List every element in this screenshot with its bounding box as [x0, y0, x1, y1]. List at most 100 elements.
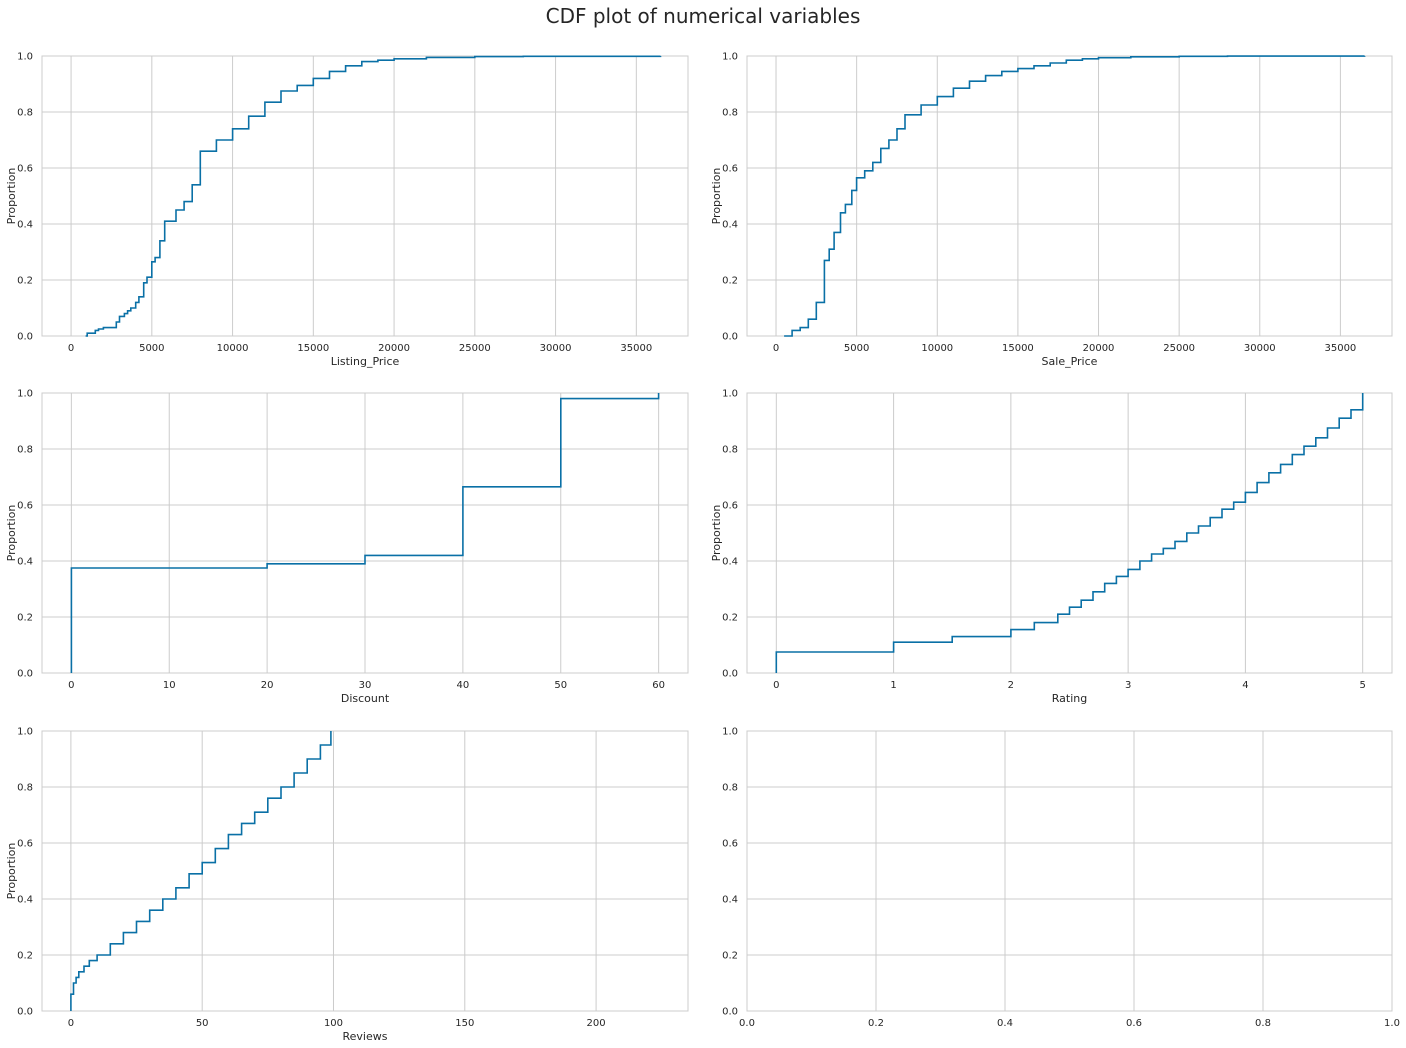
x-tick-label: 20 [261, 680, 274, 691]
y-axis-label: Proportion [5, 168, 18, 225]
y-axis-label: Proportion [5, 505, 18, 562]
y-tick-label: 1.0 [722, 727, 738, 738]
y-tick-label: 0.8 [722, 445, 738, 456]
y-tick-label: 1.0 [17, 727, 33, 738]
x-tick-label: 25000 [1163, 343, 1195, 354]
x-tick-label: 0 [68, 343, 74, 354]
x-tick-label: 15000 [1002, 343, 1034, 354]
x-tick-label: 20000 [378, 343, 410, 354]
x-tick-label: 10000 [217, 343, 249, 354]
x-tick-label: 3 [1125, 680, 1131, 691]
chart-panel-1: 0 5000 10000 15000 20000 25000 30000 35000 0.0 0.… [5, 52, 689, 368]
x-tick-label: 200 [587, 1018, 606, 1029]
x-tick-label: 10 [163, 680, 176, 691]
x-tick-label: 50 [554, 680, 567, 691]
plot-area [747, 393, 1392, 673]
x-axis-label: Rating [1052, 692, 1087, 705]
chart-panel-2: 0 5000 10000 15000 20000 25000 30000 35000 0.0 0.… [710, 52, 1393, 368]
y-tick-label: 0.6 [17, 501, 33, 512]
axes-frame [746, 392, 1393, 674]
chart-panel-6: 0.0 0.2 0.4 0.6 0.8 1.0 0.0 0.2 0.4 0.6 0.8 1.0 [722, 727, 1400, 1030]
y-tick-label: 0.2 [722, 276, 738, 287]
y-tick-label: 0.2 [17, 613, 33, 624]
x-axis-label: Sale_Price [1042, 355, 1098, 368]
x-tick-label: 10000 [921, 343, 953, 354]
chart-panel-5: 0 50 100 150 200 0.0 0.2 0.4 0.6 0.8 1.0 Reviews Pro… [5, 727, 689, 1043]
x-tick-label: 0 [68, 680, 74, 691]
cdf-line [70, 731, 332, 1011]
y-tick-label: 0.8 [722, 783, 738, 794]
x-tick-label: 30000 [540, 343, 572, 354]
x-tick-label: 5000 [844, 343, 869, 354]
x-tick-label: 1.0 [1384, 1018, 1400, 1029]
x-tick-label: 30000 [1244, 343, 1276, 354]
x-axis-label: Discount [341, 692, 390, 705]
x-tick-label: 50 [196, 1018, 209, 1029]
plot-area [42, 731, 688, 1011]
x-tick-label: 35000 [620, 343, 652, 354]
x-tick-label: 60 [652, 680, 665, 691]
y-tick-label: 0.6 [722, 501, 738, 512]
y-tick-label: 0.0 [17, 669, 33, 680]
x-tick-label: 5 [1359, 680, 1365, 691]
x-tick-label: 150 [455, 1018, 474, 1029]
y-tick-label: 0.4 [722, 220, 738, 231]
chart-panel-3: 0 10 20 30 40 50 60 0.0 0.2 0.4 0.6 0.8 1.0 Discount P… [5, 389, 689, 705]
x-tick-label: 0 [773, 343, 779, 354]
y-tick-label: 0.0 [17, 1007, 33, 1018]
y-axis-label: Proportion [710, 505, 723, 562]
y-tick-label: 0.6 [722, 164, 738, 175]
x-tick-label: 0.8 [1255, 1018, 1271, 1029]
y-tick-label: 0.0 [722, 669, 738, 680]
y-tick-label: 0.0 [722, 1007, 738, 1018]
x-tick-label: 0.2 [868, 1018, 884, 1029]
y-tick-label: 0.8 [17, 783, 33, 794]
y-tick-label: 0.4 [722, 557, 738, 568]
y-tick-label: 0.2 [17, 951, 33, 962]
axes-frame [41, 730, 689, 1012]
x-tick-label: 100 [324, 1018, 343, 1029]
x-tick-label: 5000 [139, 343, 164, 354]
y-tick-label: 0.4 [17, 220, 33, 231]
y-tick-label: 0.8 [722, 108, 738, 119]
x-tick-label: 4 [1242, 680, 1248, 691]
y-tick-label: 0.6 [722, 839, 738, 850]
cdf-line [775, 393, 1364, 673]
axes-frame [41, 392, 689, 674]
axes-frame [746, 730, 1393, 1012]
x-tick-label: 0 [68, 1018, 74, 1029]
x-tick-label: 40 [457, 680, 470, 691]
x-tick-label: 15000 [297, 343, 329, 354]
x-tick-label: 0 [773, 680, 779, 691]
x-tick-label: 20000 [1083, 343, 1115, 354]
x-tick-label: 25000 [459, 343, 491, 354]
cdf-line [784, 55, 1366, 337]
axes-frame [41, 55, 689, 337]
y-tick-label: 1.0 [722, 389, 738, 400]
x-axis-label: Listing_Price [331, 355, 400, 368]
x-tick-label: 35000 [1324, 343, 1356, 354]
plot-area [747, 56, 1392, 336]
chart-panel-4: 0 1 2 3 4 5 0.0 0.2 0.4 0.6 0.8 1.0 Rating Proportion [710, 389, 1393, 705]
y-tick-label: 1.0 [17, 389, 33, 400]
y-tick-label: 0.0 [722, 332, 738, 343]
y-axis-label: Proportion [710, 168, 723, 225]
x-tick-label: 0.6 [1126, 1018, 1142, 1029]
y-tick-label: 0.4 [722, 895, 738, 906]
y-tick-label: 0.4 [17, 895, 33, 906]
axes-frame [746, 55, 1393, 337]
y-tick-label: 0.8 [17, 445, 33, 456]
y-tick-label: 1.0 [722, 52, 738, 63]
y-tick-label: 1.0 [17, 52, 33, 63]
plot-area [747, 731, 1392, 1011]
y-tick-label: 0.8 [17, 108, 33, 119]
x-tick-label: 1 [890, 680, 896, 691]
y-tick-label: 0.2 [722, 613, 738, 624]
y-tick-label: 0.2 [17, 276, 33, 287]
x-axis-label: Reviews [343, 1030, 388, 1043]
y-tick-label: 0.6 [17, 839, 33, 850]
x-tick-label: 0.0 [739, 1018, 755, 1029]
y-tick-label: 0.0 [17, 332, 33, 343]
y-tick-label: 0.2 [722, 951, 738, 962]
